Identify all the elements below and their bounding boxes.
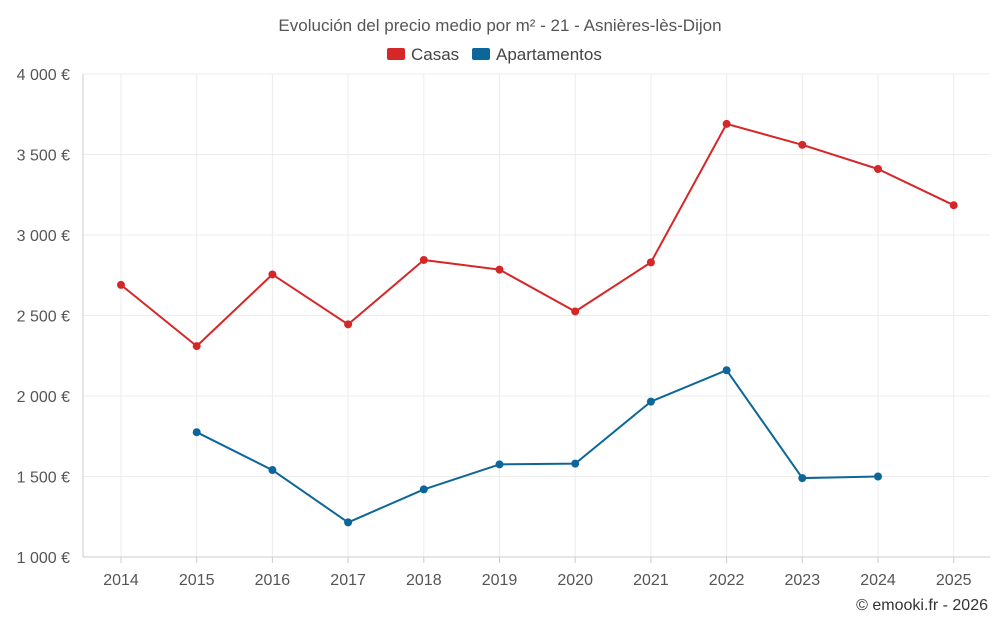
grid — [83, 73, 990, 557]
x-tick-label: 2014 — [103, 572, 139, 589]
chart-title: Evolución del precio medio por m² - 21 -… — [278, 16, 721, 35]
data-point-casas[interactable] — [495, 265, 504, 274]
data-point-apartamentos[interactable] — [192, 428, 201, 437]
credit-text: © emooki.fr - 2026 — [856, 597, 988, 614]
axes: 1 000 € 1 500 € 2 000 € 2 500 € 3 000 € 3 500… — [17, 67, 990, 589]
series-layer — [117, 119, 958, 527]
y-tick-label: 3 000 € — [17, 228, 70, 245]
data-point-casas[interactable] — [874, 164, 882, 173]
x-tick-label: 2022 — [709, 572, 745, 589]
legend-item-casas[interactable]: Casas — [387, 45, 459, 64]
x-tick-label: 2020 — [557, 572, 593, 589]
series-line-casas — [120, 122, 955, 348]
data-point-apartamentos[interactable] — [571, 459, 580, 468]
data-point-apartamentos[interactable] — [874, 472, 882, 481]
x-tick-label: 2023 — [785, 572, 821, 589]
data-point-apartamentos[interactable] — [722, 366, 731, 375]
legend-label-apartamentos: Apartamentos — [496, 45, 602, 64]
data-point-apartamentos[interactable] — [419, 485, 428, 494]
x-tick-label: 2017 — [330, 572, 366, 589]
data-point-apartamentos[interactable] — [268, 466, 277, 475]
x-tick-label: 2021 — [633, 572, 669, 589]
y-tick-label: 3 500 € — [17, 148, 70, 165]
legend-label-casas: Casas — [411, 45, 459, 64]
legend-item-apartamentos[interactable]: Apartamentos — [472, 45, 602, 64]
data-point-casas[interactable] — [192, 342, 201, 351]
x-tick-label: 2015 — [179, 572, 215, 589]
data-point-casas[interactable] — [646, 258, 655, 267]
data-point-casas[interactable] — [722, 119, 731, 128]
legend: Casas Apartamentos — [387, 45, 602, 64]
series-apartamentos — [192, 366, 882, 527]
x-tick-label: 2016 — [255, 572, 291, 589]
x-tick-label: 2018 — [406, 572, 442, 589]
x-tick-label: 2024 — [860, 572, 896, 589]
y-tick-label: 1 000 € — [17, 550, 70, 567]
data-point-apartamentos[interactable] — [344, 518, 353, 527]
series-casas — [117, 119, 958, 351]
data-point-casas[interactable] — [798, 140, 807, 149]
data-point-casas[interactable] — [117, 280, 125, 289]
data-point-apartamentos[interactable] — [798, 474, 807, 483]
data-point-apartamentos[interactable] — [495, 460, 504, 469]
series-line-apartamentos — [196, 369, 879, 524]
data-point-casas[interactable] — [419, 255, 428, 264]
data-point-casas[interactable] — [571, 307, 580, 316]
data-point-casas[interactable] — [268, 270, 277, 279]
x-tick-label: 2019 — [482, 572, 518, 589]
y-tick-label: 4 000 € — [17, 67, 70, 84]
y-tick-label: 2 000 € — [17, 389, 70, 406]
y-tick-label: 1 500 € — [17, 470, 70, 487]
data-point-apartamentos[interactable] — [646, 397, 655, 406]
x-tick-label: 2025 — [936, 572, 972, 589]
legend-swatch-apartamentos — [472, 48, 490, 60]
data-point-casas[interactable] — [949, 201, 958, 210]
legend-swatch-casas — [387, 48, 405, 60]
y-tick-label: 2 500 € — [17, 309, 70, 326]
data-point-casas[interactable] — [344, 320, 353, 329]
